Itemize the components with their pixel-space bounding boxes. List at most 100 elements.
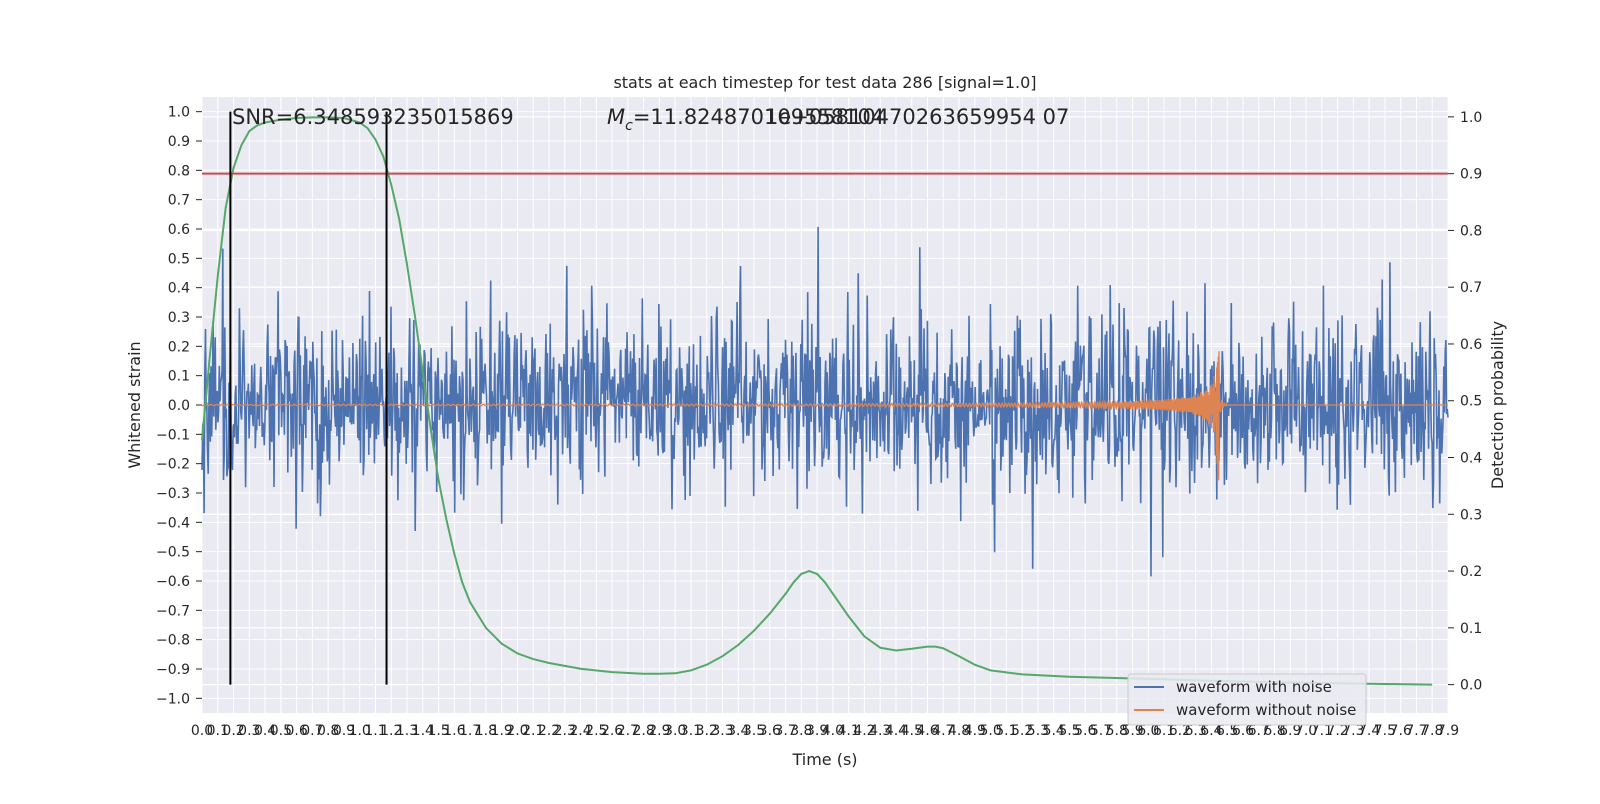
legend-label-clean: waveform without noise	[1176, 701, 1356, 719]
x-tick-label: 3.6	[759, 723, 781, 739]
y-tick-label: −0.9	[156, 662, 190, 678]
x-tick-label: 0.3	[238, 723, 260, 739]
x-tick-label: 7.7	[1405, 723, 1427, 739]
x-tick-label: 0.6	[286, 723, 308, 739]
chart-title: stats at each timestep for test data 286…	[613, 73, 1036, 92]
y2-tick-label: 0.9	[1460, 167, 1482, 183]
x-tick-label: 4.9	[964, 723, 986, 739]
x-tick-label: 5.2	[1011, 723, 1033, 739]
x-tick-label: 2.2	[538, 723, 560, 739]
x-tick-label: 2.0	[506, 723, 528, 739]
y2-axis-ticks: 0.0 0.1 0.2 0.3 0.4 0.5 0.6 0.7 0.8 0.9 1.0	[1448, 110, 1482, 694]
y-tick-label: 0.1	[168, 369, 190, 385]
x-tick-label: 5.0	[979, 723, 1001, 739]
x-tick-label: 2.9	[648, 723, 670, 739]
x-tick-label: 3.9	[806, 723, 828, 739]
chirp-mass-annotation: Mc=11.824870109558104	[607, 105, 884, 134]
x-tick-label: 4.2	[853, 723, 875, 739]
detection-probability-series	[201, 116, 1433, 686]
x-tick-label: 7.9	[1437, 723, 1459, 739]
x-tick-label: 4.4	[885, 723, 907, 739]
x-tick-label: 5.5	[1058, 723, 1080, 739]
legend-label-noise: waveform with noise	[1176, 678, 1332, 696]
x-tick-label: 1.6	[443, 723, 465, 739]
y2-tick-label: 0.3	[1460, 507, 1482, 523]
x-tick-label: 7.1	[1311, 723, 1333, 739]
x-tick-label: 6.2	[1169, 723, 1191, 739]
x-tick-label: 4.5	[901, 723, 923, 739]
x-tick-label: 7.4	[1358, 723, 1380, 739]
x-tick-label: 5.9	[1121, 723, 1143, 739]
x-tick-label: 6.3	[1185, 723, 1207, 739]
x-tick-label: 1.8	[475, 723, 497, 739]
x-tick-label: 5.7	[1090, 723, 1112, 739]
snr-annotation: SNR=6.348593235015869	[232, 105, 514, 129]
y-axis-ticks: −1.0 −0.9 −0.8 −0.7 −0.6 −0.5 −0.4 −0.3 −0.2 −0.1…	[156, 105, 202, 707]
x-tick-label: 3.4	[727, 723, 749, 739]
x-tick-label: 4.8	[948, 723, 970, 739]
clean-line	[201, 351, 1448, 481]
x-tick-label: 1.5	[427, 723, 449, 739]
y-tick-label: −0.2	[156, 457, 190, 473]
x-tick-label: 3.0	[664, 723, 686, 739]
x-tick-label: 5.8	[1106, 723, 1128, 739]
waveform-without-noise-series	[201, 351, 1448, 481]
y-tick-label: −0.5	[156, 545, 190, 561]
chirp-mass-subscript: c	[625, 118, 633, 134]
y-tick-label: 0.7	[168, 193, 190, 209]
legend-box	[1127, 673, 1367, 726]
y-tick-label: −0.4	[156, 515, 190, 531]
x-tick-label: 6.0	[1137, 723, 1159, 739]
x-tick-label: 0.0	[191, 723, 213, 739]
x-tick-label: 6.6	[1232, 723, 1254, 739]
x-tick-label: 0.7	[301, 723, 323, 739]
x-tick-label: 5.3	[1027, 723, 1049, 739]
x-tick-label: 2.8	[632, 723, 654, 739]
y-tick-label: −0.6	[156, 574, 190, 590]
y-tick-label: 1.0	[168, 105, 190, 121]
x-tick-label: 3.5	[743, 723, 765, 739]
x-tick-label: 5.4	[1043, 723, 1065, 739]
y-tick-label: 0.0	[168, 398, 190, 414]
x-tick-label: 3.2	[696, 723, 718, 739]
x-tick-label: 5.6	[1074, 723, 1096, 739]
chirp-mass-symbol: M	[607, 105, 625, 129]
y2-tick-label: 0.2	[1460, 564, 1482, 580]
y2-tick-label: 0.1	[1460, 621, 1482, 637]
x-tick-label: 1.2	[380, 723, 402, 739]
x-axis-ticks: 0.00.10.20.30.40.50.60.70.80.91.01.11.21…	[191, 723, 1459, 739]
x-tick-label: 0.9	[333, 723, 355, 739]
x-tick-label: 2.1	[522, 723, 544, 739]
y-axis-label: Whitened strain	[125, 341, 144, 468]
waveform-with-noise-series	[201, 226, 1449, 577]
x-tick-label: 7.6	[1390, 723, 1412, 739]
x-tick-label: 2.5	[585, 723, 607, 739]
x-tick-label: 3.1	[680, 723, 702, 739]
y-tick-label: 0.5	[168, 251, 190, 267]
x-tick-label: 1.4	[412, 723, 434, 739]
x-tick-label: 3.3	[711, 723, 733, 739]
x-tick-label: 7.5	[1374, 723, 1396, 739]
y-tick-label: −0.1	[156, 427, 190, 443]
x-tick-label: 4.7	[932, 723, 954, 739]
x-tick-label: 0.1	[207, 723, 229, 739]
x-tick-label: 3.7	[774, 723, 796, 739]
x-tick-label: 2.7	[617, 723, 639, 739]
x-tick-label: 1.9	[491, 723, 513, 739]
overlay-lines	[202, 111, 1448, 685]
x-tick-label: 4.3	[869, 723, 891, 739]
x-axis-label: Time (s)	[791, 750, 857, 769]
x-tick-label: 5.1	[995, 723, 1017, 739]
x-tick-label: 4.6	[916, 723, 938, 739]
y2-tick-label: 0.7	[1460, 280, 1482, 296]
x-tick-label: 6.4	[1200, 723, 1222, 739]
x-tick-label: 1.1	[364, 723, 386, 739]
x-tick-label: 0.8	[317, 723, 339, 739]
y2-tick-label: 0.4	[1460, 451, 1482, 467]
y2-tick-label: 0.5	[1460, 394, 1482, 410]
y-tick-label: −0.7	[156, 603, 190, 619]
x-tick-label: 2.6	[601, 723, 623, 739]
x-tick-label: 7.3	[1342, 723, 1364, 739]
